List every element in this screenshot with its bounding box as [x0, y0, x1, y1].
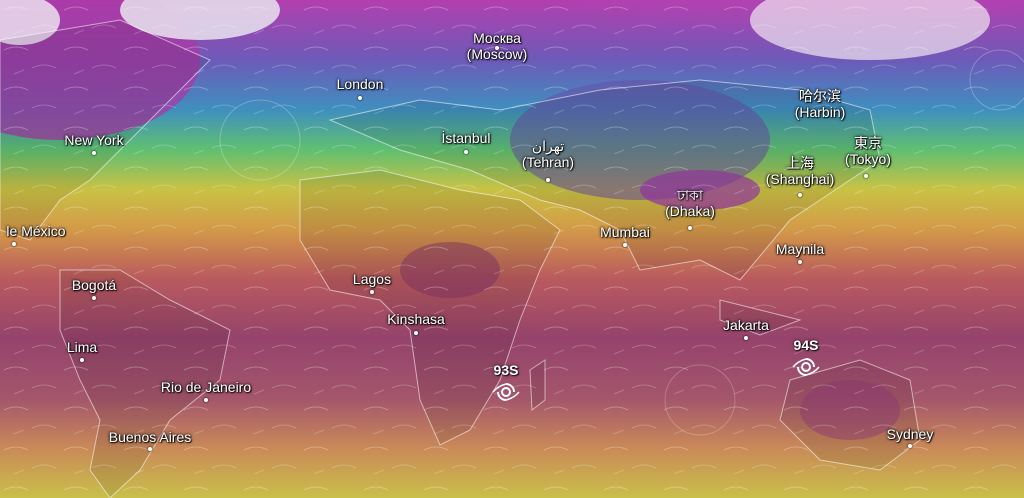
city-dot	[148, 447, 152, 451]
city-name: ঢাকা	[677, 187, 703, 203]
city-label-new-york[interactable]: New York	[64, 132, 123, 148]
city-dot	[688, 226, 692, 230]
city-label-jakarta[interactable]: Jakarta	[723, 317, 769, 333]
city-name: Lima	[66, 339, 98, 355]
city-name: Sydney	[886, 426, 934, 442]
city-label-shanghai[interactable]: 上海 (Shanghai)	[766, 155, 835, 187]
city-dot	[464, 150, 468, 154]
city-name: Buenos Aires	[108, 429, 192, 445]
city-dot	[798, 260, 802, 264]
city-translit: (Tokyo)	[845, 151, 891, 167]
city-dot	[12, 242, 16, 246]
city-translit: (Dhaka)	[665, 203, 715, 219]
city-dot	[358, 96, 362, 100]
city-label-bogota[interactable]: Bogotá	[72, 277, 116, 293]
city-name: London	[336, 76, 384, 92]
city-label-tehran[interactable]: تهران (Tehran)	[522, 138, 574, 170]
city-dot	[370, 290, 374, 294]
city-name: Jakarta	[723, 317, 769, 333]
storm-marker-94s[interactable]: 94S	[792, 337, 820, 379]
city-name: Maynila	[775, 241, 825, 257]
city-label-mexico[interactable]: le México	[6, 223, 65, 239]
city-name: le México	[6, 223, 66, 239]
city-dot	[92, 151, 96, 155]
city-name: Москва	[473, 30, 521, 46]
city-label-tokyo[interactable]: 東京 (Tokyo)	[845, 135, 891, 167]
city-name: Rio de Janeiro	[160, 379, 252, 395]
city-name: 東京	[854, 135, 882, 151]
city-label-mumbai[interactable]: Mumbai	[600, 224, 650, 240]
city-label-moscow[interactable]: Москва (Moscow)	[467, 30, 528, 62]
city-name: Bogotá	[71, 277, 117, 293]
city-translit: (Shanghai)	[765, 171, 835, 187]
city-dot	[818, 98, 822, 102]
city-dot	[623, 243, 627, 247]
city-name: İstanbul	[441, 130, 491, 146]
storm-label: 93S	[493, 362, 519, 378]
city-label-dhaka[interactable]: ঢাকা (Dhaka)	[665, 187, 715, 219]
cyclone-icon	[792, 358, 820, 376]
city-label-istanbul[interactable]: İstanbul	[441, 130, 490, 146]
city-label-harbin[interactable]: 哈尔滨 (Harbin)	[795, 88, 846, 120]
city-name: تهران	[531, 138, 565, 154]
city-translit: (Tehran)	[521, 154, 575, 170]
city-label-rio[interactable]: Rio de Janeiro	[161, 379, 251, 395]
city-label-kinshasa[interactable]: Kinshasa	[387, 311, 445, 327]
city-name: New York	[64, 132, 124, 148]
city-name: Kinshasa	[387, 311, 445, 327]
city-name: Mumbai	[600, 224, 650, 240]
city-dot	[92, 296, 96, 300]
city-dot	[495, 46, 499, 50]
city-dot	[908, 444, 912, 448]
city-dot	[864, 174, 868, 178]
city-label-lima[interactable]: Lima	[67, 339, 97, 355]
storm-marker-93s[interactable]: 93S	[492, 362, 520, 404]
city-dot	[204, 398, 208, 402]
city-dot	[80, 358, 84, 362]
city-dot	[798, 193, 802, 197]
cyclone-icon	[492, 383, 520, 401]
city-label-lagos[interactable]: Lagos	[353, 271, 391, 287]
city-label-london[interactable]: London	[337, 76, 384, 92]
city-label-buenos-aires[interactable]: Buenos Aires	[109, 429, 192, 445]
city-translit: (Harbin)	[794, 104, 846, 120]
city-label-maynila[interactable]: Maynila	[776, 241, 824, 257]
city-name: Lagos	[352, 271, 392, 287]
city-name: 上海	[786, 155, 814, 171]
city-dot	[546, 178, 550, 182]
city-dot	[744, 336, 748, 340]
city-dot	[414, 331, 418, 335]
storm-label: 94S	[793, 337, 819, 353]
city-label-sydney[interactable]: Sydney	[887, 426, 934, 442]
city-translit: (Moscow)	[466, 46, 528, 62]
city-name: 哈尔滨	[798, 88, 841, 104]
